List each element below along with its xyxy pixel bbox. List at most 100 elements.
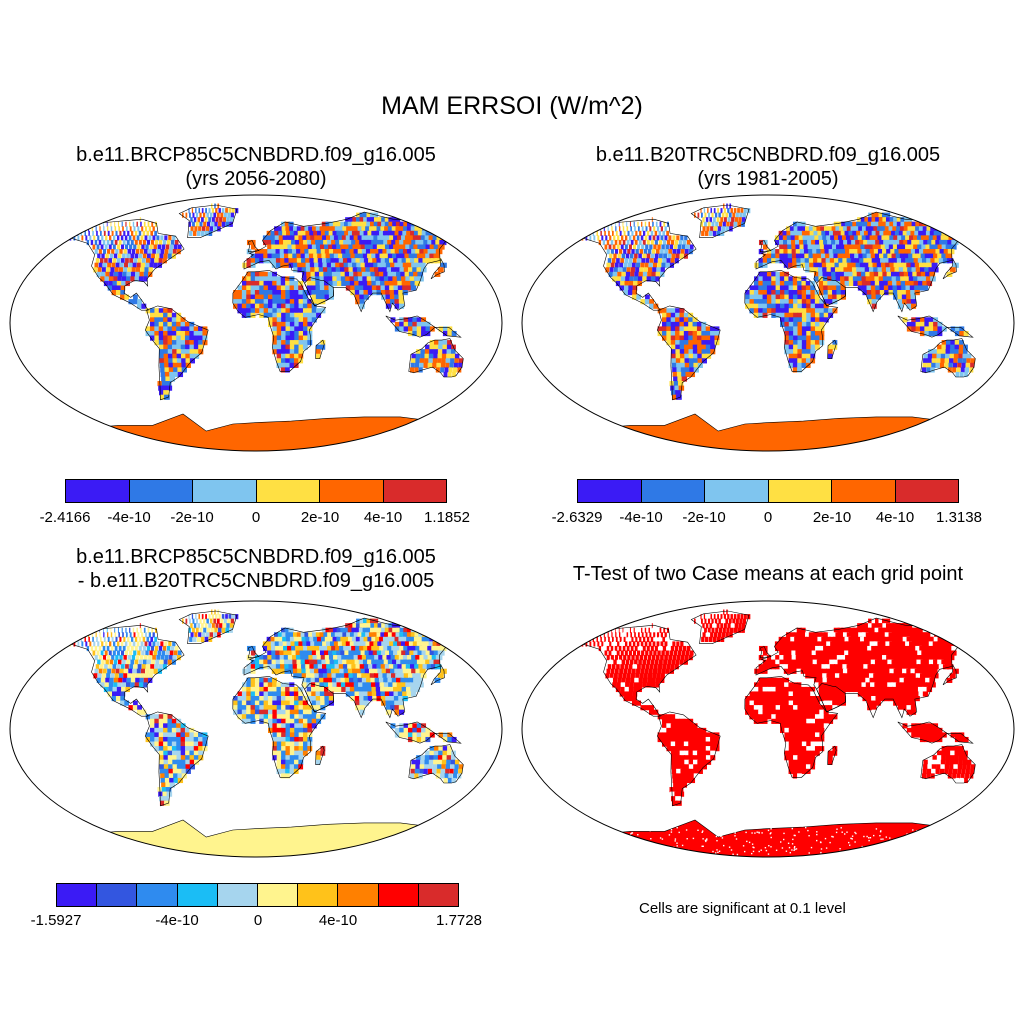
panel-tr-title-line1: b.e11.B20TRC5CNBDRD.f09_g16.005 <box>595 144 941 166</box>
panel-tl-title-line1: b.e11.BRCP85C5CNBDRD.f09_g16.005 <box>76 144 436 166</box>
colorbar-swatch <box>57 884 98 906</box>
colorbar-swatch <box>193 480 257 502</box>
coastline <box>304 683 334 713</box>
coastline <box>562 624 697 717</box>
coastline <box>755 211 991 313</box>
colorbar-tick-label: -2.6329 <box>551 509 603 526</box>
panel-tl-map <box>9 194 503 452</box>
coastline <box>430 663 445 686</box>
coastline <box>920 338 976 378</box>
panel-bl-title: b.e11.BRCP85C5CNBDRD.f09_g16.005 - b.e11… <box>6 545 506 593</box>
coastline <box>690 610 750 645</box>
colorbar-tick-label: 4e-10 <box>875 509 915 526</box>
coastline <box>897 721 974 744</box>
coastline <box>178 610 238 645</box>
panel-bl-title-line1: b.e11.BRCP85C5CNBDRD.f09_g16.005 <box>76 546 436 568</box>
colorbar-tick-label: -4e-10 <box>107 509 151 526</box>
colorbar-tick-label: 2e-10 <box>300 509 340 526</box>
figure-title: MAM ERRSOI (W/m^2) <box>381 92 643 120</box>
map-border <box>521 194 1015 452</box>
colorbar-swatch <box>258 884 299 906</box>
coastline <box>50 218 185 311</box>
coastline <box>897 315 974 338</box>
coastline <box>315 339 325 359</box>
colorbar-tick-label: -2e-10 <box>682 509 726 526</box>
colorbar-tick-label: 2e-10 <box>812 509 852 526</box>
map-cells <box>554 609 993 857</box>
map-border <box>9 194 503 452</box>
colorbar-swatch <box>418 884 459 906</box>
panel-bl-title-line2: - b.e11.B20TRC5CNBDRD.f09_g16.005 <box>77 570 435 592</box>
map-cells <box>42 203 481 451</box>
coastline <box>243 617 479 719</box>
colorbar-swatch <box>298 884 339 906</box>
panel-bl-colorbar <box>56 883 459 907</box>
colorbar-swatch <box>641 480 705 502</box>
coastline <box>827 745 837 765</box>
coastline <box>385 721 462 744</box>
panel-tl-title: b.e11.BRCP85C5CNBDRD.f09_g16.005 (yrs 20… <box>6 143 506 191</box>
colorbar-swatch <box>129 480 193 502</box>
antarctica <box>42 819 456 857</box>
colorbar-tick-label: -4e-10 <box>155 912 199 929</box>
coastline <box>408 338 464 378</box>
panel-tr-colorbar <box>577 479 959 503</box>
colorbar-tick-label: 1.1852 <box>424 509 470 526</box>
coastline <box>247 646 260 659</box>
antarctica <box>42 413 456 451</box>
coastline <box>315 745 325 765</box>
map-cells <box>42 609 481 857</box>
coastline <box>243 211 479 313</box>
coastline <box>744 676 839 778</box>
colorbar-swatch <box>256 480 320 502</box>
colorbar-swatch <box>177 884 218 906</box>
colorbar-tick-label: -2.4166 <box>39 509 91 526</box>
coastline <box>562 218 697 311</box>
colorbar-tick-label: 1.3138 <box>936 509 982 526</box>
coastline <box>178 204 238 239</box>
colorbar-swatch <box>320 480 384 502</box>
coastline <box>942 663 957 686</box>
panel-tr-title: b.e11.B20TRC5CNBDRD.f09_g16.005 (yrs 198… <box>518 143 1018 191</box>
coastline <box>232 676 327 778</box>
colorbar-tick-label: -2e-10 <box>170 509 214 526</box>
colorbar-tick-label: -4e-10 <box>619 509 663 526</box>
coastline <box>759 240 772 253</box>
colorbar-tick-label: 4e-10 <box>363 509 403 526</box>
coastline <box>247 240 260 253</box>
colorbar-swatch <box>832 480 896 502</box>
antarctica <box>554 819 968 857</box>
colorbar-swatch <box>895 480 958 502</box>
coastline <box>755 617 991 719</box>
panel-br-title-line1: T-Test of two Case means at each grid po… <box>572 563 964 585</box>
map-cells <box>554 203 993 451</box>
coastline <box>144 711 209 807</box>
colorbar-tick-label: 4e-10 <box>318 912 358 929</box>
colorbar-tick-label: 1.7728 <box>436 912 482 929</box>
map-border <box>9 600 503 858</box>
coastline <box>144 305 209 401</box>
coastline <box>759 646 772 659</box>
significance-note: Cells are significant at 0.1 level <box>639 900 846 917</box>
panel-tr-map <box>521 194 1015 452</box>
panel-bl-map <box>9 600 503 858</box>
coastline <box>408 744 464 784</box>
coastline <box>430 257 445 280</box>
colorbar-swatch <box>578 480 642 502</box>
colorbar-tick-label: 0 <box>253 912 263 929</box>
colorbar-swatch <box>97 884 138 906</box>
coastline <box>690 204 750 239</box>
panel-tr-title-line2: (yrs 1981-2005) <box>697 168 839 190</box>
panel-tl-title-line2: (yrs 2056-2080) <box>185 168 327 190</box>
map-border <box>521 600 1015 858</box>
coastline <box>920 744 976 784</box>
coastline <box>827 339 837 359</box>
coastline <box>656 711 721 807</box>
colorbar-swatch <box>137 884 178 906</box>
coastline <box>656 305 721 401</box>
colorbar-swatch <box>217 884 259 906</box>
colorbar-swatch <box>66 480 130 502</box>
colorbar-swatch <box>338 884 379 906</box>
colorbar-swatch <box>383 480 446 502</box>
antarctica <box>554 413 968 451</box>
